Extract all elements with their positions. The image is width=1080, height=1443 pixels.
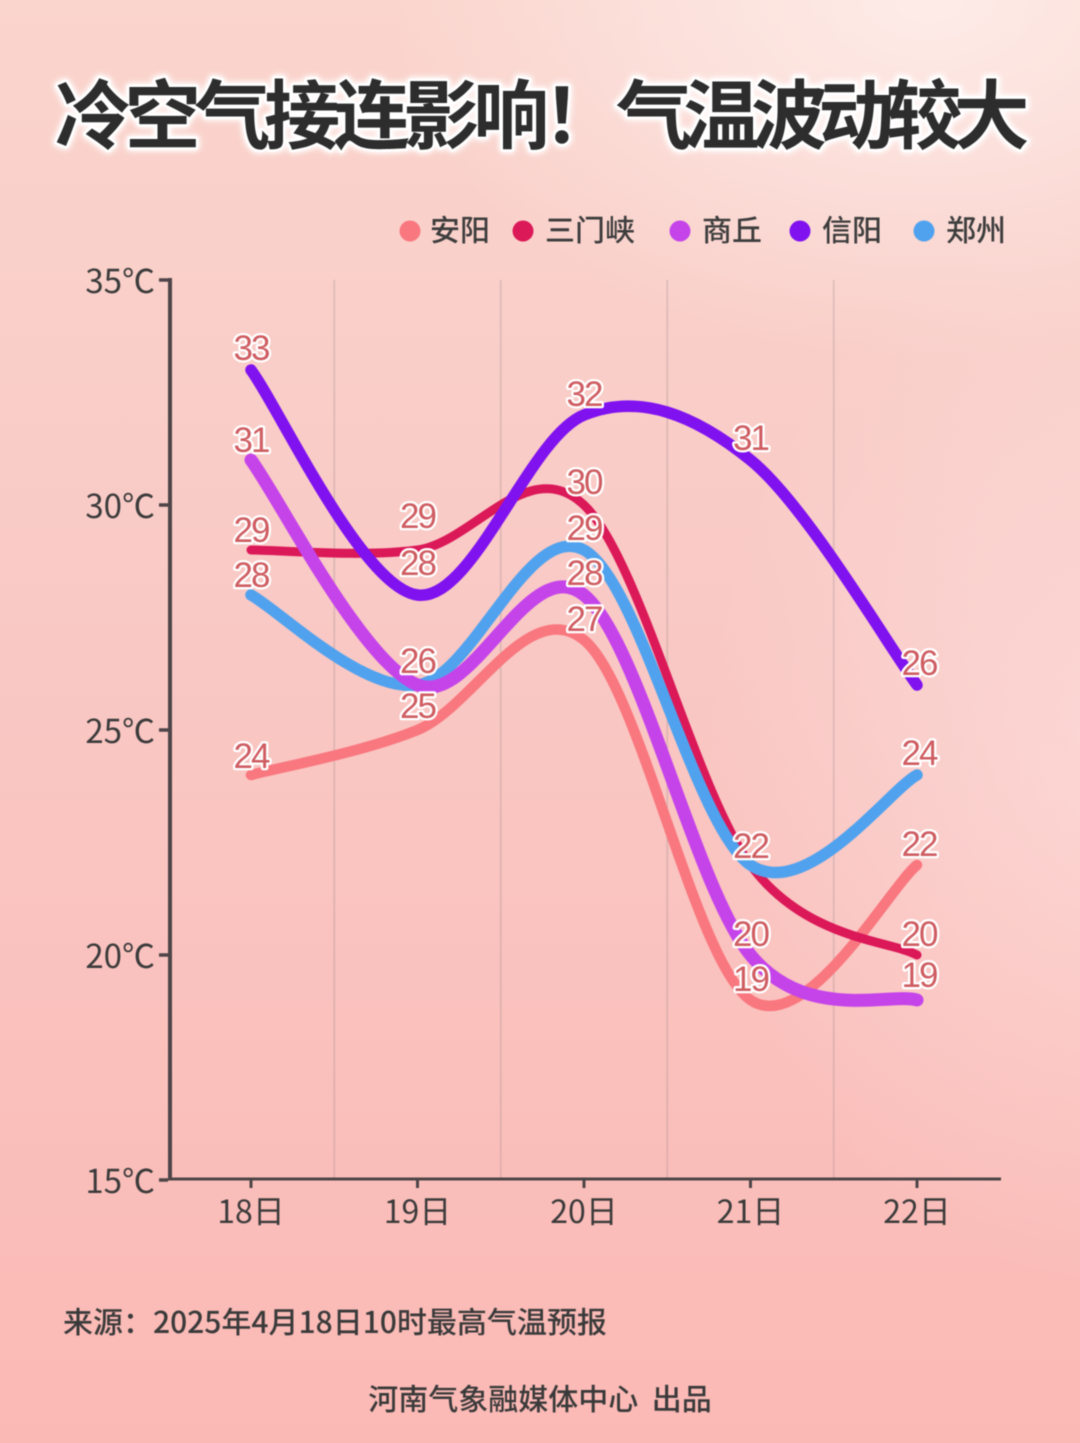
svg-text:31: 31 — [234, 421, 269, 460]
svg-text:31: 31 — [733, 419, 768, 458]
svg-text:26: 26 — [902, 644, 937, 683]
svg-text:29: 29 — [567, 509, 602, 548]
svg-text:22: 22 — [733, 827, 768, 866]
svg-text:32: 32 — [567, 375, 602, 414]
svg-text:28: 28 — [400, 544, 435, 583]
svg-text:33: 33 — [234, 329, 269, 368]
svg-text:24: 24 — [234, 737, 270, 776]
svg-text:20: 20 — [733, 915, 769, 954]
svg-text:19: 19 — [902, 956, 937, 995]
svg-text:24: 24 — [902, 734, 938, 773]
svg-text:27: 27 — [567, 600, 602, 639]
svg-text:28: 28 — [567, 554, 602, 593]
svg-text:30: 30 — [567, 463, 603, 502]
svg-text:28: 28 — [234, 556, 269, 595]
svg-text:19: 19 — [733, 960, 768, 999]
svg-text:22: 22 — [902, 825, 937, 864]
svg-text:20: 20 — [902, 915, 938, 954]
svg-text:25: 25 — [400, 687, 435, 726]
svg-text:26: 26 — [400, 642, 435, 681]
svg-text:29: 29 — [400, 497, 435, 536]
svg-text:29: 29 — [234, 511, 269, 550]
